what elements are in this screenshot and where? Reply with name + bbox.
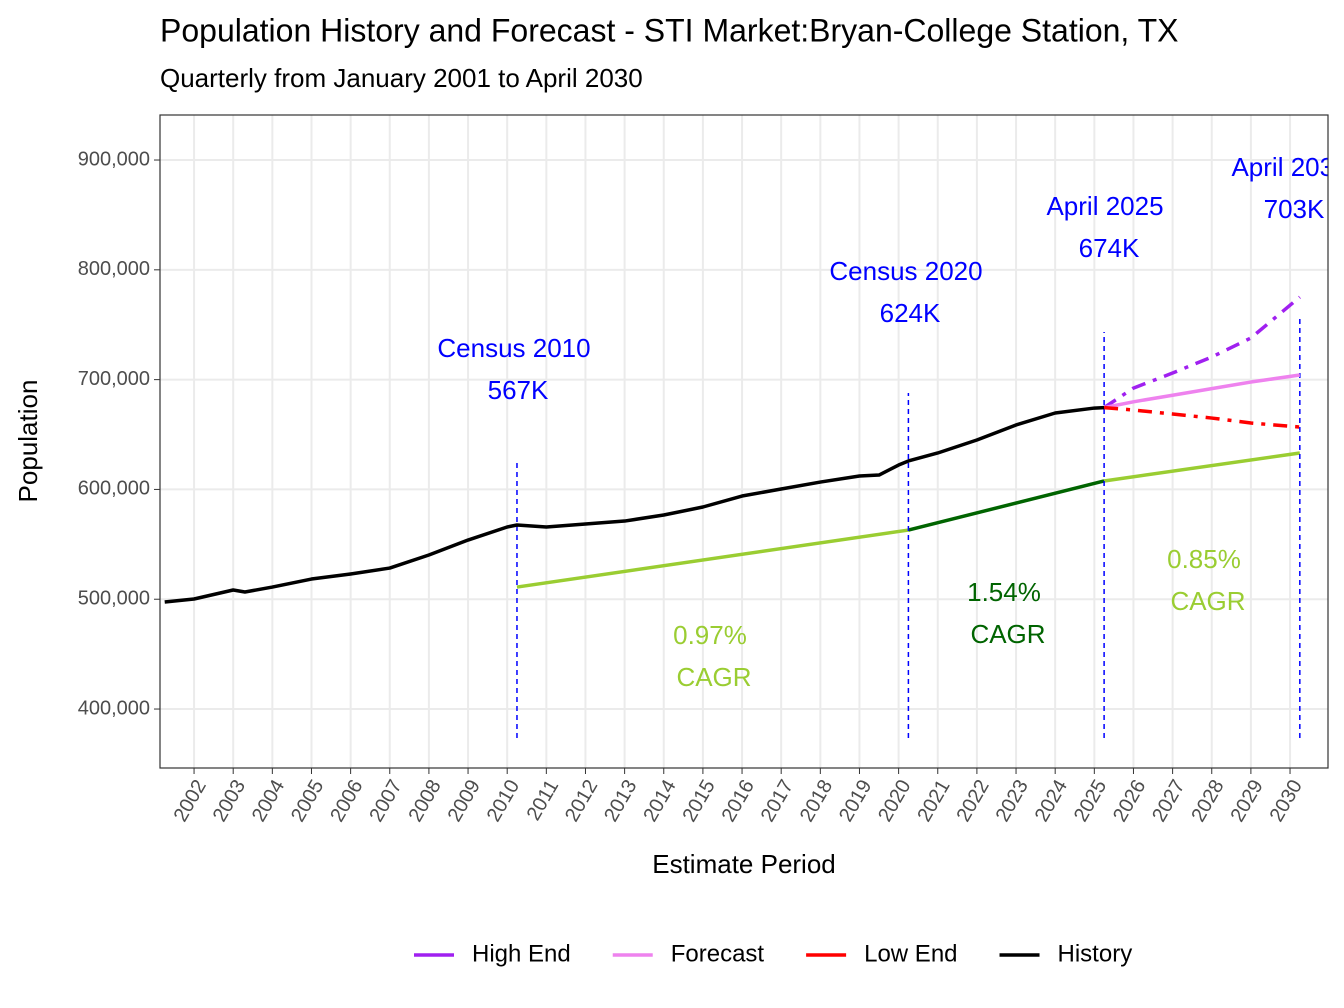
annotation: 624K (880, 298, 941, 328)
trend-line (907, 479, 1105, 532)
y-axis-title: Population (13, 380, 43, 503)
chart-subtitle: Quarterly from January 2001 to April 203… (160, 63, 643, 93)
annotation: 674K (1079, 233, 1140, 263)
x-axis-title: Estimate Period (652, 849, 836, 879)
plot-area: Census 2010 567K Census 2020 624K April 2025… (164, 152, 1344, 739)
legend-label: Forecast (671, 940, 765, 967)
series-line (164, 405, 1105, 604)
legend-label: Low End (864, 940, 957, 967)
annotation: Census 2020 (829, 256, 982, 286)
panel-border (159, 114, 1329, 769)
series-line (1103, 295, 1301, 410)
annotation: CAGR (1170, 586, 1245, 616)
annotation: CAGR (970, 619, 1045, 649)
grid (160, 115, 1328, 768)
y-tick-label: 800,000 (78, 258, 150, 280)
annotation: 1.54% (967, 577, 1041, 607)
y-tick-label: 400,000 (78, 697, 150, 719)
legend: High End Forecast Low End History (414, 940, 1132, 967)
annotation: 0.85% (1167, 544, 1241, 574)
trend-line (516, 528, 909, 589)
y-tick-label: 900,000 (78, 148, 150, 170)
annotation: 0.97% (673, 620, 747, 650)
annotation: 703K (1264, 194, 1325, 224)
y-tick-label: 500,000 (78, 588, 150, 610)
annotation: April 2025 (1046, 191, 1163, 221)
annotation: Census 2010 (437, 333, 590, 363)
y-tick-label: 700,000 (78, 368, 150, 390)
y-tick-label: 600,000 (78, 478, 150, 500)
annotation: CAGR (676, 662, 751, 692)
chart-title: Population History and Forecast - STI Ma… (160, 12, 1179, 48)
annotation: 567K (488, 375, 549, 405)
series-line (1103, 405, 1300, 429)
series-line (1103, 373, 1301, 410)
legend-label: History (1058, 940, 1133, 967)
annotation: April 2030 (1231, 152, 1344, 182)
trend-line (1103, 451, 1301, 483)
legend-label: High End (472, 940, 571, 967)
